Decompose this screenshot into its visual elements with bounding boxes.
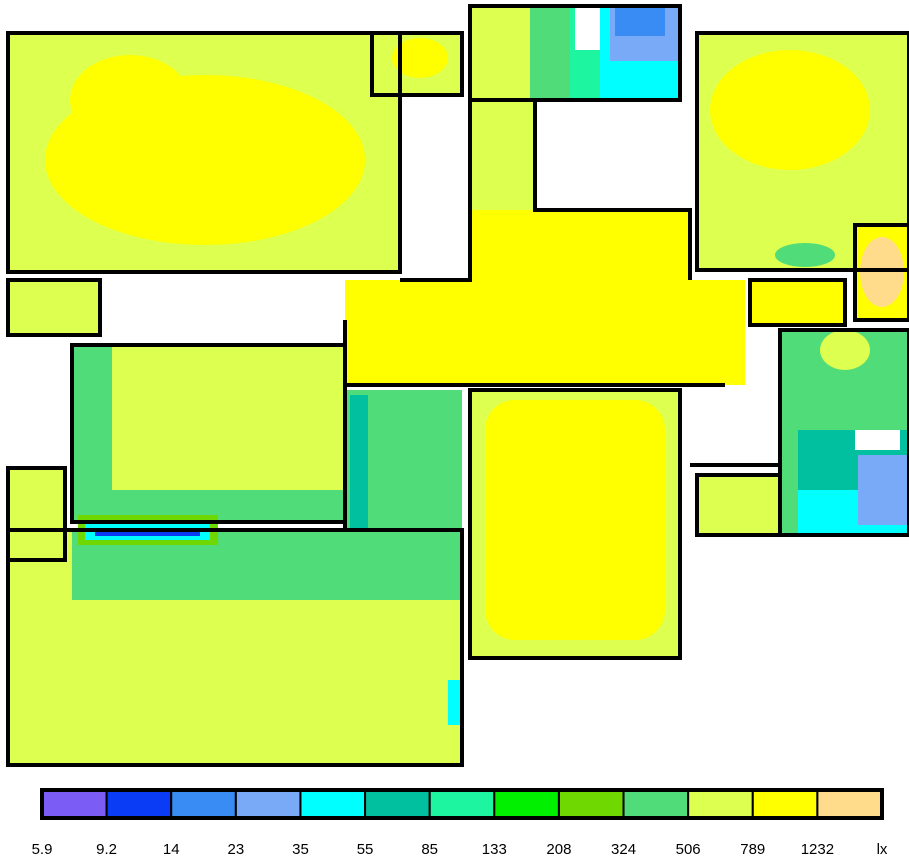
legend-label: 789 xyxy=(740,841,765,858)
legend-label: 85 xyxy=(421,841,438,858)
legend-swatch xyxy=(107,790,172,818)
zone xyxy=(70,55,190,145)
legend-label: 208 xyxy=(546,841,571,858)
room xyxy=(697,475,780,535)
room xyxy=(750,280,845,325)
wall xyxy=(400,100,470,280)
zone xyxy=(350,395,368,530)
zone xyxy=(615,6,665,36)
legend-label: 14 xyxy=(163,841,180,858)
legend-label: 9.2 xyxy=(96,841,117,858)
legend: 5.9 9.2 14 23 35 55 85 133 208 324 506 789 1232 lx xyxy=(32,790,888,858)
legend-swatch xyxy=(688,790,753,818)
legend-swatch xyxy=(365,790,430,818)
legend-swatch xyxy=(430,790,495,818)
legend-swatch xyxy=(42,790,107,818)
column xyxy=(855,430,900,450)
zone xyxy=(858,455,909,525)
legend-label: 35 xyxy=(292,841,309,858)
legend-label: 506 xyxy=(676,841,701,858)
zone xyxy=(775,243,835,267)
zone xyxy=(470,100,535,210)
legend-unit: lx xyxy=(877,841,888,858)
legend-swatch xyxy=(300,790,365,818)
column xyxy=(575,6,600,50)
zone xyxy=(485,400,665,640)
legend-label: 5.9 xyxy=(32,841,53,858)
legend-label: 324 xyxy=(611,841,636,858)
legend-label: 133 xyxy=(482,841,507,858)
legend-label: 23 xyxy=(228,841,245,858)
zone xyxy=(820,330,870,370)
legend-swatch xyxy=(817,790,882,818)
zone xyxy=(530,6,570,100)
legend-swatch xyxy=(624,790,689,818)
zone xyxy=(710,50,870,170)
legend-label: 55 xyxy=(357,841,374,858)
legend-label: 1232 xyxy=(801,841,834,858)
legend-swatch xyxy=(236,790,301,818)
room xyxy=(8,280,100,335)
legend-swatch xyxy=(171,790,236,818)
legend-swatch xyxy=(494,790,559,818)
illuminance-map: 5.9 9.2 14 23 35 55 85 133 208 324 506 789 1232 lx xyxy=(0,0,909,862)
corridor xyxy=(345,100,745,385)
legend-swatch xyxy=(753,790,818,818)
legend-swatch xyxy=(559,790,624,818)
zone xyxy=(448,680,462,725)
